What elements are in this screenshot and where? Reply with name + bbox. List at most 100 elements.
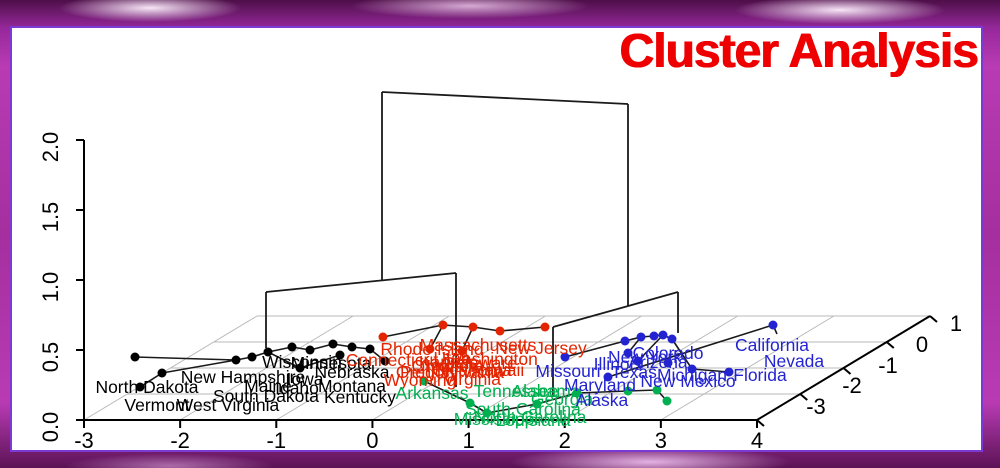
cluster-4-blue-state-label: Nevada: [764, 351, 825, 371]
dendrogram-segment: [265, 272, 457, 293]
cluster-3-green-point: [623, 386, 633, 396]
cluster-1-black-edge: [161, 359, 237, 374]
x-axis-tick-label: 0: [366, 428, 378, 453]
cluster-4-blue-state-label: New Mexico: [640, 371, 735, 391]
cluster-2-red-state-label: Kansas: [419, 352, 478, 372]
cluster-4-blue-edge: [637, 334, 664, 362]
cluster-3-green-state-label: Mississippi: [454, 409, 539, 429]
cluster-3-green-state-label: Tennessee: [474, 381, 559, 401]
cluster-4-blue-edge: [564, 340, 626, 358]
cluster-4-blue-state-label: Maryland: [564, 375, 636, 395]
cluster-1-black-point: [335, 350, 345, 360]
cluster-2-red-state-label: Oregon: [396, 362, 454, 382]
depth-axis-tick: [799, 393, 808, 401]
cluster-1-black-state-label: South Dakota: [213, 386, 319, 406]
cluster-4-blue-point: [649, 331, 659, 341]
cluster-1-black-state-label: West Virginia: [177, 395, 280, 415]
cluster-1-black-edge: [299, 354, 341, 369]
cluster-4-blue-point: [663, 358, 673, 368]
cluster-3-green-point: [419, 376, 429, 386]
dendrogram-segment: [552, 291, 679, 328]
cluster-3-green-state-label: Alabama: [511, 381, 580, 401]
cluster-3-green-edge: [536, 392, 578, 405]
depth-axis-tick-label: -1: [878, 353, 898, 378]
floor-grid-x-line: [660, 315, 835, 421]
cluster-1-black-state-label: Minnesota: [291, 353, 372, 373]
x-axis-tick-label: 3: [655, 428, 667, 453]
floor-grid-x-line: [564, 315, 738, 421]
floor-grid-x-line: [468, 315, 642, 421]
cluster-1-black-point: [157, 368, 167, 378]
cluster-2-red-state-label: Virginia: [443, 369, 501, 389]
cluster-3-green-edge: [423, 380, 471, 404]
height-axis-tick-label: 0.0: [38, 412, 63, 443]
cluster-2-red-state-label: Rhode Island: [380, 339, 483, 359]
cluster-3-green-state-label: North Carolina: [474, 407, 587, 427]
cluster-4-blue-state-label: Illinois: [594, 354, 643, 374]
cluster-4-blue-state-label: Michigan: [657, 365, 727, 385]
cluster-2-red-edge: [472, 326, 501, 332]
cluster-4-blue-state-label: Texas: [611, 362, 657, 382]
cluster-1-black-state-label: Wisconsin: [262, 352, 342, 372]
cluster-4-blue-edge: [607, 324, 774, 378]
floor-grid-x-line: [372, 315, 546, 421]
cluster-1-black-edge: [134, 356, 237, 361]
dendrogram-segment: [381, 91, 629, 105]
cluster-4-blue-edge: [691, 368, 730, 373]
x-axis-tick-label: 4: [751, 428, 763, 453]
cluster-4-blue-state-label: California: [735, 335, 809, 355]
cluster-4-blue-point: [636, 332, 646, 342]
cluster-1-black-edge: [267, 351, 301, 369]
cluster-3-green-point: [572, 388, 582, 398]
cluster-3-green-state-label: South Carolina: [465, 399, 581, 419]
cluster-2-red-state-label: New Jersey: [495, 338, 587, 358]
cluster-4-blue-point: [724, 367, 734, 377]
cluster-1-black-point: [135, 382, 145, 392]
cluster-1-black-point: [295, 363, 305, 373]
chart-title: Cluster Analysis: [619, 25, 979, 78]
cluster-3-green-edge: [627, 389, 658, 392]
cluster-3-green-state-label: Arkansas: [396, 383, 469, 403]
depth-axis-tick: [842, 367, 852, 375]
cluster-2-red-point: [378, 332, 388, 342]
cluster-1-black-point: [231, 355, 241, 365]
cluster-1-black-point: [130, 352, 140, 362]
cluster-2-red-state-label: Hawaii: [472, 360, 525, 380]
depth-axis-tick: [886, 341, 895, 349]
cluster-2-red-point: [540, 322, 550, 332]
floor-grid-x-line: [83, 315, 258, 421]
cluster-2-red-edge: [442, 324, 474, 328]
depth-axis-tick-label: 1: [950, 311, 962, 336]
cluster-1-black-state-label: Nebraska: [315, 362, 390, 382]
height-axis-tick-label: 1.0: [38, 272, 63, 303]
cluster-3-green-point: [652, 385, 662, 395]
cluster-2-red-state-label: Delaware: [443, 353, 517, 373]
height-axis-tick-label: 1.5: [38, 202, 63, 233]
cluster-3-green-point: [482, 408, 492, 418]
depth-axis-tick: [756, 419, 765, 427]
cluster-1-black-state-label: Vermont: [124, 395, 189, 415]
cluster-2-red-edge: [499, 326, 546, 332]
cluster-3-green-state-label: Georgia: [531, 389, 594, 409]
cluster-4-blue-point: [560, 352, 570, 362]
cluster-2-red-edge: [429, 324, 444, 350]
cluster-4-blue-point: [620, 336, 630, 346]
depth-axis-tick-label: -3: [806, 394, 826, 419]
cluster-2-red-state-label: Utah: [434, 348, 471, 368]
cluster-2-red-state-label: Oklahoma: [432, 360, 512, 380]
cluster-1-black-point: [247, 352, 257, 362]
cluster-1-black-point: [365, 344, 375, 354]
cluster-4-blue-state-label: Colorado: [632, 343, 703, 363]
cluster-4-blue-point: [633, 356, 643, 366]
cluster-2-red-state-label: Connecticut: [346, 350, 439, 370]
cluster-1-black-state-label: North Dakota: [95, 377, 198, 397]
x-axis-tick-label: 1: [462, 428, 474, 453]
cluster-3-green-state-label: Louisiana: [496, 410, 571, 430]
cluster-1-black-state-label: Maine: [244, 376, 292, 396]
x-axis-tick-label: -2: [170, 428, 190, 453]
cluster-1-black-point: [328, 339, 338, 349]
cluster-1-black-point: [347, 342, 357, 352]
cluster-4-blue-state-label: Florida: [733, 365, 787, 385]
floor-grid-x-line: [276, 315, 450, 421]
